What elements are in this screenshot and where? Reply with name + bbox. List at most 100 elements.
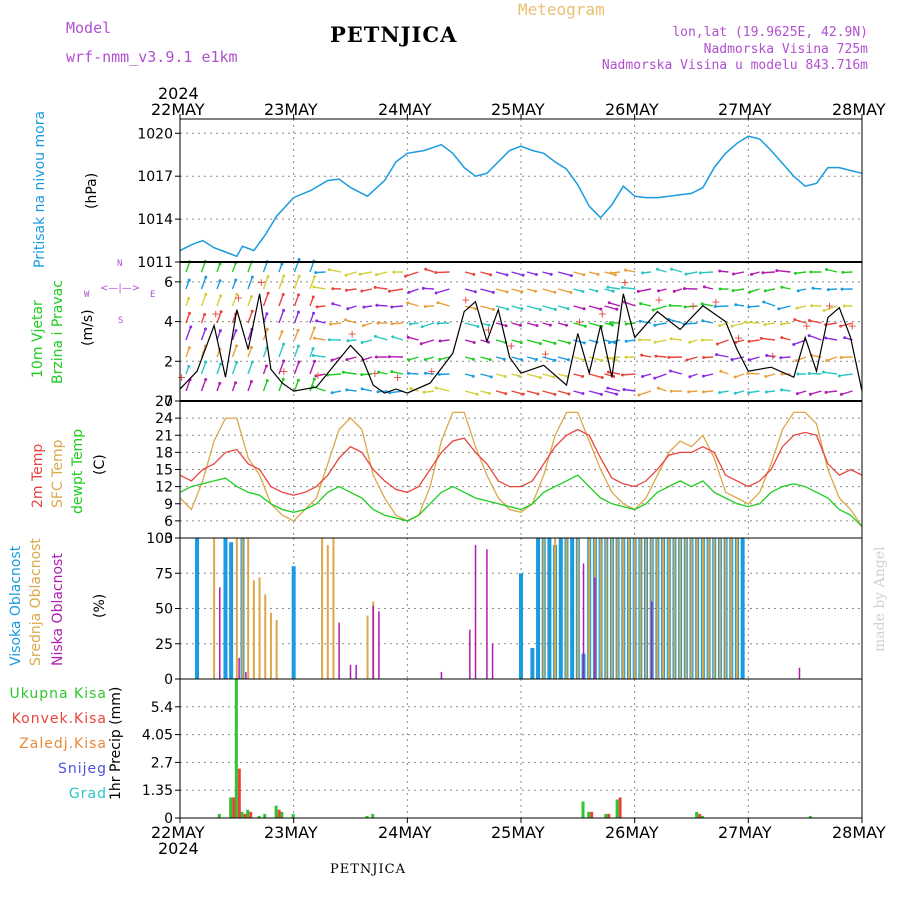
wind-arrow bbox=[247, 276, 253, 290]
wind-arrow-head bbox=[808, 319, 812, 323]
wind-arrow bbox=[588, 390, 602, 396]
wind-arrow bbox=[511, 390, 524, 395]
wind-arrow-head bbox=[611, 289, 615, 293]
bottom-date-26: 26MAY bbox=[605, 823, 659, 842]
wind-arrow bbox=[668, 318, 683, 324]
wind-arrow bbox=[526, 322, 538, 327]
wind-arrow bbox=[480, 305, 494, 311]
wind-arrow-head bbox=[651, 308, 655, 312]
wind-arrow-head bbox=[313, 275, 317, 279]
wind-arrow bbox=[717, 339, 729, 345]
wind-arrow bbox=[345, 271, 357, 276]
cloud-low-bar bbox=[474, 545, 477, 679]
wind-arrow-head bbox=[656, 289, 660, 293]
wind-arrow bbox=[278, 360, 285, 375]
wind-arrow bbox=[293, 276, 300, 290]
wind-arrow bbox=[313, 286, 326, 290]
wind-arrow-head bbox=[538, 342, 542, 346]
wind-arrow-head bbox=[408, 322, 412, 326]
wind-arrow bbox=[345, 319, 357, 324]
wind-gust-marker: + bbox=[620, 276, 629, 289]
wind-arrow-head bbox=[424, 358, 428, 362]
wind-arrow bbox=[841, 390, 853, 396]
wind-arrow bbox=[640, 302, 652, 307]
wind-arrow-head bbox=[685, 358, 689, 362]
wind-gust-marker: + bbox=[654, 294, 663, 307]
wind-arrow bbox=[735, 390, 745, 394]
wind-arrow-head bbox=[599, 307, 603, 311]
wind-arrow bbox=[231, 262, 237, 273]
pressure-label: Pritisak na nivou mora bbox=[32, 110, 48, 268]
wind-arrow-head bbox=[234, 381, 238, 385]
wind-arrow bbox=[542, 356, 556, 362]
wind-arrow-head bbox=[535, 358, 539, 362]
wind-arrow-head bbox=[487, 340, 491, 344]
wind-gust-marker: + bbox=[768, 349, 777, 362]
wind-arrow bbox=[424, 390, 435, 393]
wind-arrow-head bbox=[639, 302, 643, 306]
wind-arrow-head bbox=[730, 324, 734, 328]
wind-arrow bbox=[763, 301, 776, 307]
wind-arrow-head bbox=[779, 356, 783, 360]
wind-arrow bbox=[391, 370, 404, 375]
wind-arrow-head bbox=[566, 307, 570, 311]
wind-arrow bbox=[765, 288, 776, 292]
wind-arrow-head bbox=[188, 311, 192, 315]
wind-arrow bbox=[231, 279, 237, 290]
cloud-mid-bar bbox=[321, 538, 324, 679]
wind-arrow-head bbox=[569, 290, 573, 294]
wind-arrow-head bbox=[438, 357, 442, 361]
wind-arrow-head bbox=[553, 341, 557, 345]
wind-arrow-head bbox=[282, 274, 286, 278]
wind-arrow-head bbox=[825, 359, 829, 363]
wind-arrow bbox=[200, 277, 207, 290]
cloud-mid-bar bbox=[576, 538, 579, 679]
precip-conv-bar bbox=[232, 797, 236, 818]
wind-arrow bbox=[247, 361, 253, 375]
wind-arrow-head bbox=[718, 287, 722, 291]
wind-arrow-head bbox=[376, 321, 380, 325]
precip-conv-bar bbox=[237, 768, 241, 818]
wind-arrow-head bbox=[434, 291, 438, 295]
wind-arrow-head bbox=[566, 358, 570, 362]
wind-arrow-head bbox=[218, 279, 222, 283]
wind-arrow-head bbox=[553, 307, 557, 311]
bottom-date-22: 22MAY bbox=[151, 823, 205, 842]
wind-arrow-head bbox=[406, 371, 410, 375]
wind-arrow bbox=[825, 390, 838, 394]
wind-arrow-head bbox=[610, 323, 614, 327]
wind-arrow bbox=[700, 271, 714, 274]
bottom-date-28: 28MAY bbox=[832, 823, 886, 842]
wind-arrow bbox=[671, 338, 683, 341]
precip-total-bar bbox=[695, 811, 699, 818]
wind-arrow-head bbox=[733, 375, 737, 379]
wind-arrow bbox=[542, 390, 556, 396]
wind-arrow bbox=[748, 305, 760, 308]
wind-arrow-head bbox=[624, 268, 628, 272]
wind-arrow bbox=[389, 288, 404, 292]
wind-arrow-head bbox=[472, 340, 476, 344]
wind-arrow-head bbox=[314, 271, 318, 275]
cloud-mid-bar bbox=[366, 615, 369, 679]
wind-arrow-head bbox=[360, 289, 364, 293]
wind-arrow bbox=[495, 271, 508, 276]
wind-arrow-head bbox=[519, 341, 523, 345]
wind-arrow bbox=[716, 353, 729, 358]
wind-arrow-head bbox=[187, 278, 191, 282]
cloud-mid-bar bbox=[684, 538, 687, 679]
wind-arrow-head bbox=[780, 388, 784, 392]
wind-arrow-head bbox=[613, 273, 617, 277]
wind-arrow-head bbox=[638, 319, 642, 323]
cloud-high-label: Visoka Oblacnost bbox=[8, 545, 24, 666]
temperature-ytick-label: 27 bbox=[155, 394, 173, 410]
wind-arrow-head bbox=[505, 273, 509, 277]
cloud-low-bar bbox=[372, 605, 374, 679]
wind-arrow-head bbox=[698, 271, 702, 275]
wind-arrow bbox=[840, 322, 853, 327]
wind-arrow-head bbox=[718, 269, 722, 273]
cloud-mid-bar bbox=[639, 538, 642, 679]
wind-arrow bbox=[573, 390, 584, 395]
wind-arrow bbox=[588, 356, 603, 362]
temperature-ytick-label: 18 bbox=[155, 445, 173, 461]
